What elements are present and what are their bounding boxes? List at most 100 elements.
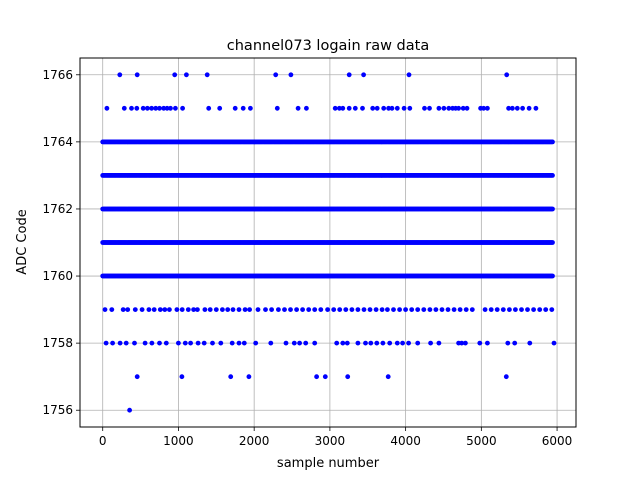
data-point <box>146 307 152 312</box>
data-point <box>427 105 432 111</box>
data-point <box>428 340 433 346</box>
x-tick-label: 1000 <box>163 434 194 448</box>
data-point <box>550 173 555 178</box>
data-point <box>117 340 123 346</box>
y-tick-label: 1762 <box>42 202 73 216</box>
data-point <box>477 340 483 346</box>
data-point <box>157 105 162 111</box>
data-point <box>385 374 391 380</box>
data-point <box>533 105 539 111</box>
data-point <box>464 105 470 111</box>
x-tick-label: 5000 <box>466 434 497 448</box>
data-points <box>100 72 557 413</box>
data-point <box>195 307 200 312</box>
data-point <box>188 340 194 346</box>
data-point <box>331 307 337 312</box>
data-point <box>157 307 163 312</box>
data-point <box>300 307 305 312</box>
data-point <box>394 105 400 111</box>
data-point <box>407 105 413 111</box>
data-point <box>386 105 391 111</box>
data-point <box>445 307 451 312</box>
data-point <box>481 105 486 111</box>
data-point <box>109 307 115 312</box>
data-point <box>494 307 500 312</box>
data-point <box>482 307 488 312</box>
data-point <box>469 307 475 312</box>
data-point <box>236 340 242 346</box>
data-point <box>463 307 469 312</box>
data-point <box>248 105 253 111</box>
data-point <box>312 340 318 346</box>
data-point <box>513 307 518 312</box>
data-point <box>210 340 215 346</box>
data-point <box>460 105 466 111</box>
y-axis-ticks: 1756 1758 1760 1762 1764 1766 <box>42 68 80 417</box>
x-axis-label: sample number <box>277 456 380 471</box>
data-point <box>241 340 247 346</box>
data-point <box>312 307 318 312</box>
data-point <box>380 340 386 346</box>
data-point <box>134 105 140 111</box>
data-point <box>127 407 132 413</box>
data-point <box>230 307 236 312</box>
data-point <box>142 340 148 346</box>
data-point <box>218 340 224 346</box>
data-point <box>415 307 421 312</box>
data-point <box>120 307 126 312</box>
x-tick-label: 2000 <box>239 434 270 448</box>
data-point <box>505 340 511 346</box>
data-point <box>550 206 555 212</box>
data-point <box>374 340 380 346</box>
y-axis-label: ADC Code <box>15 209 30 274</box>
data-point <box>134 374 140 380</box>
data-point <box>180 105 186 111</box>
chart-title: channel073 logain raw data <box>227 38 429 54</box>
data-point <box>163 340 169 346</box>
data-point <box>436 340 442 346</box>
data-point <box>406 340 411 346</box>
data-point <box>179 307 185 312</box>
data-point <box>276 307 281 312</box>
data-point <box>157 340 162 346</box>
data-point <box>550 273 555 279</box>
data-point <box>543 307 549 312</box>
data-point <box>201 340 207 346</box>
data-point <box>236 307 242 312</box>
data-point <box>510 105 515 111</box>
y-tick-label: 1758 <box>42 336 73 350</box>
data-point <box>121 105 127 111</box>
data-point <box>173 105 178 111</box>
data-point <box>370 105 376 111</box>
data-point <box>397 307 402 312</box>
x-axis-ticks: 0 1000 2000 3000 4000 5000 6000 <box>99 427 572 448</box>
data-point <box>172 72 178 78</box>
data-point <box>387 340 393 346</box>
data-point <box>527 340 533 346</box>
x-tick-label: 0 <box>99 434 107 448</box>
data-point <box>456 105 461 111</box>
data-point <box>406 72 412 78</box>
data-point <box>288 72 294 78</box>
x-tick-label: 4000 <box>390 434 421 448</box>
data-point <box>161 105 167 111</box>
data-point <box>403 307 408 312</box>
y-tick-label: 1756 <box>42 403 73 417</box>
data-point <box>507 307 512 312</box>
data-point <box>355 340 361 346</box>
data-point <box>343 307 349 312</box>
data-point <box>394 340 400 346</box>
data-point <box>363 340 368 346</box>
data-point <box>164 105 170 111</box>
data-point <box>269 307 274 312</box>
data-point <box>162 307 168 312</box>
data-point <box>485 340 490 346</box>
data-point <box>421 307 427 312</box>
data-point <box>334 340 340 346</box>
data-point <box>246 374 252 380</box>
y-tick-label: 1766 <box>42 68 73 82</box>
data-point <box>232 105 238 111</box>
data-point <box>247 307 253 312</box>
